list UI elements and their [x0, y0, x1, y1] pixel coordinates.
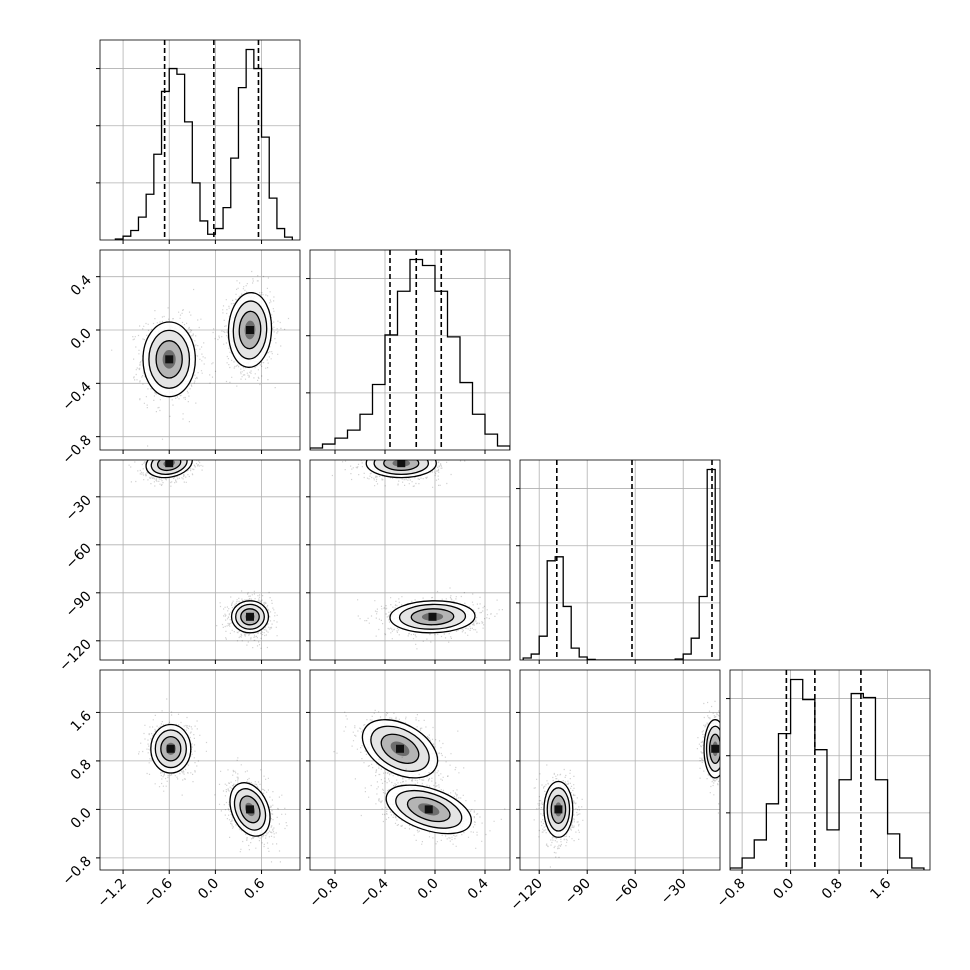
y-tick-label: −30 — [63, 492, 95, 524]
x-tick-label: −60 — [610, 876, 642, 908]
cluster-0 — [138, 698, 208, 796]
scatter-inner — [310, 670, 510, 870]
density-peak — [246, 326, 254, 334]
x-tick-label: −120 — [508, 876, 547, 915]
histogram-inner — [520, 460, 720, 660]
x-tick-label: −90 — [562, 876, 594, 908]
y-tick-label: 1.6 — [68, 708, 95, 735]
density-peak — [246, 612, 254, 621]
scatter-panel-3-0: −0.8 0.0 0.8 1.6 −1.2 −0.6 0.0 0.6 — [59, 669, 301, 911]
histogram-panel-3: −0.8 0.0 0.8 1.6 — [714, 669, 931, 911]
histogram-step — [730, 678, 925, 870]
scatter-panel-2-0: −120 −90 −60 −30 — [56, 459, 301, 675]
histogram-step — [114, 48, 293, 240]
density-peak — [165, 460, 174, 468]
scatter-inner — [100, 460, 300, 660]
panel-frame — [99, 39, 301, 241]
panel-frame — [309, 249, 511, 451]
panel-frame — [309, 459, 511, 661]
x-tick-label: −0.6 — [141, 875, 176, 910]
scatter-panel-2-1 — [306, 459, 511, 664]
cluster-1 — [216, 590, 278, 649]
cluster-1 — [214, 757, 288, 863]
histogram-panel-2 — [516, 459, 721, 664]
x-tick-label: 0.0 — [195, 876, 222, 903]
histogram-panel-1 — [306, 249, 511, 454]
histogram-inner — [730, 670, 930, 870]
scatter-inner — [100, 250, 300, 450]
x-tick-label: 0.4 — [465, 875, 492, 902]
y-tick-label: −120 — [56, 636, 95, 675]
histogram-inner — [100, 40, 300, 240]
y-tick-label: 0.0 — [68, 805, 95, 832]
cluster-0 — [331, 460, 466, 488]
cluster-0 — [533, 764, 584, 868]
x-tick-label: 0.6 — [241, 875, 268, 902]
density-peak — [165, 355, 174, 364]
cluster-1 — [354, 756, 506, 849]
x-tick-label: −0.4 — [356, 875, 391, 910]
scatter-panel-1-0: −0.8 −0.4 0.0 0.4 — [59, 249, 301, 468]
panel-frame — [309, 669, 511, 871]
cluster-0 — [111, 288, 214, 447]
histogram-panel-0 — [96, 39, 301, 244]
density-peak — [424, 805, 433, 814]
panel-frame — [99, 249, 301, 451]
sample-points — [211, 270, 290, 389]
density-peak — [711, 744, 720, 753]
sample-points — [214, 757, 288, 863]
y-tick-label: −0.8 — [59, 853, 94, 888]
histogram-inner — [310, 250, 510, 450]
scatter-inner — [310, 460, 510, 660]
density-peak — [396, 744, 404, 753]
y-tick-label: −60 — [63, 540, 95, 572]
density-peak — [246, 805, 254, 814]
scatter-inner — [520, 670, 720, 870]
density-peak — [397, 460, 406, 468]
y-tick-label: 0.0 — [68, 326, 95, 353]
cluster-0 — [333, 709, 465, 803]
x-tick-label: 1.6 — [867, 875, 894, 902]
cluster-1 — [696, 700, 720, 814]
panel-frame — [519, 669, 721, 871]
panel-frame — [519, 459, 721, 661]
cluster-1 — [211, 270, 290, 389]
cluster-1 — [357, 587, 503, 650]
density-peak — [166, 744, 175, 753]
histogram-step — [522, 468, 720, 660]
x-tick-label: −0.8 — [306, 876, 341, 911]
panel-frame — [99, 459, 301, 661]
density-peak — [428, 612, 437, 621]
x-tick-label: 0.0 — [415, 876, 442, 903]
panel-frame — [729, 669, 931, 871]
density-peak — [554, 805, 563, 814]
scatter-panel-3-1: −0.8 −0.4 0.0 0.4 — [306, 669, 511, 911]
y-tick-label: −0.8 — [59, 432, 94, 467]
y-tick-label: 0.4 — [68, 272, 95, 299]
scatter-inner — [100, 670, 300, 870]
x-tick-label: 0.0 — [770, 876, 797, 903]
panel-frame — [99, 669, 301, 871]
x-tick-label: −0.8 — [714, 876, 749, 911]
histogram-step — [310, 258, 510, 450]
scatter-panel-3-2: −120 −90 −60 −30 — [508, 669, 721, 915]
x-tick-label: −30 — [658, 876, 690, 908]
y-tick-label: −90 — [63, 588, 95, 620]
x-tick-label: −1.2 — [95, 876, 130, 911]
y-tick-label: −0.4 — [59, 379, 94, 414]
y-tick-label: 0.8 — [68, 756, 95, 783]
cluster-0 — [128, 460, 204, 487]
x-tick-label: 0.8 — [819, 876, 846, 903]
sample-points — [354, 756, 506, 849]
